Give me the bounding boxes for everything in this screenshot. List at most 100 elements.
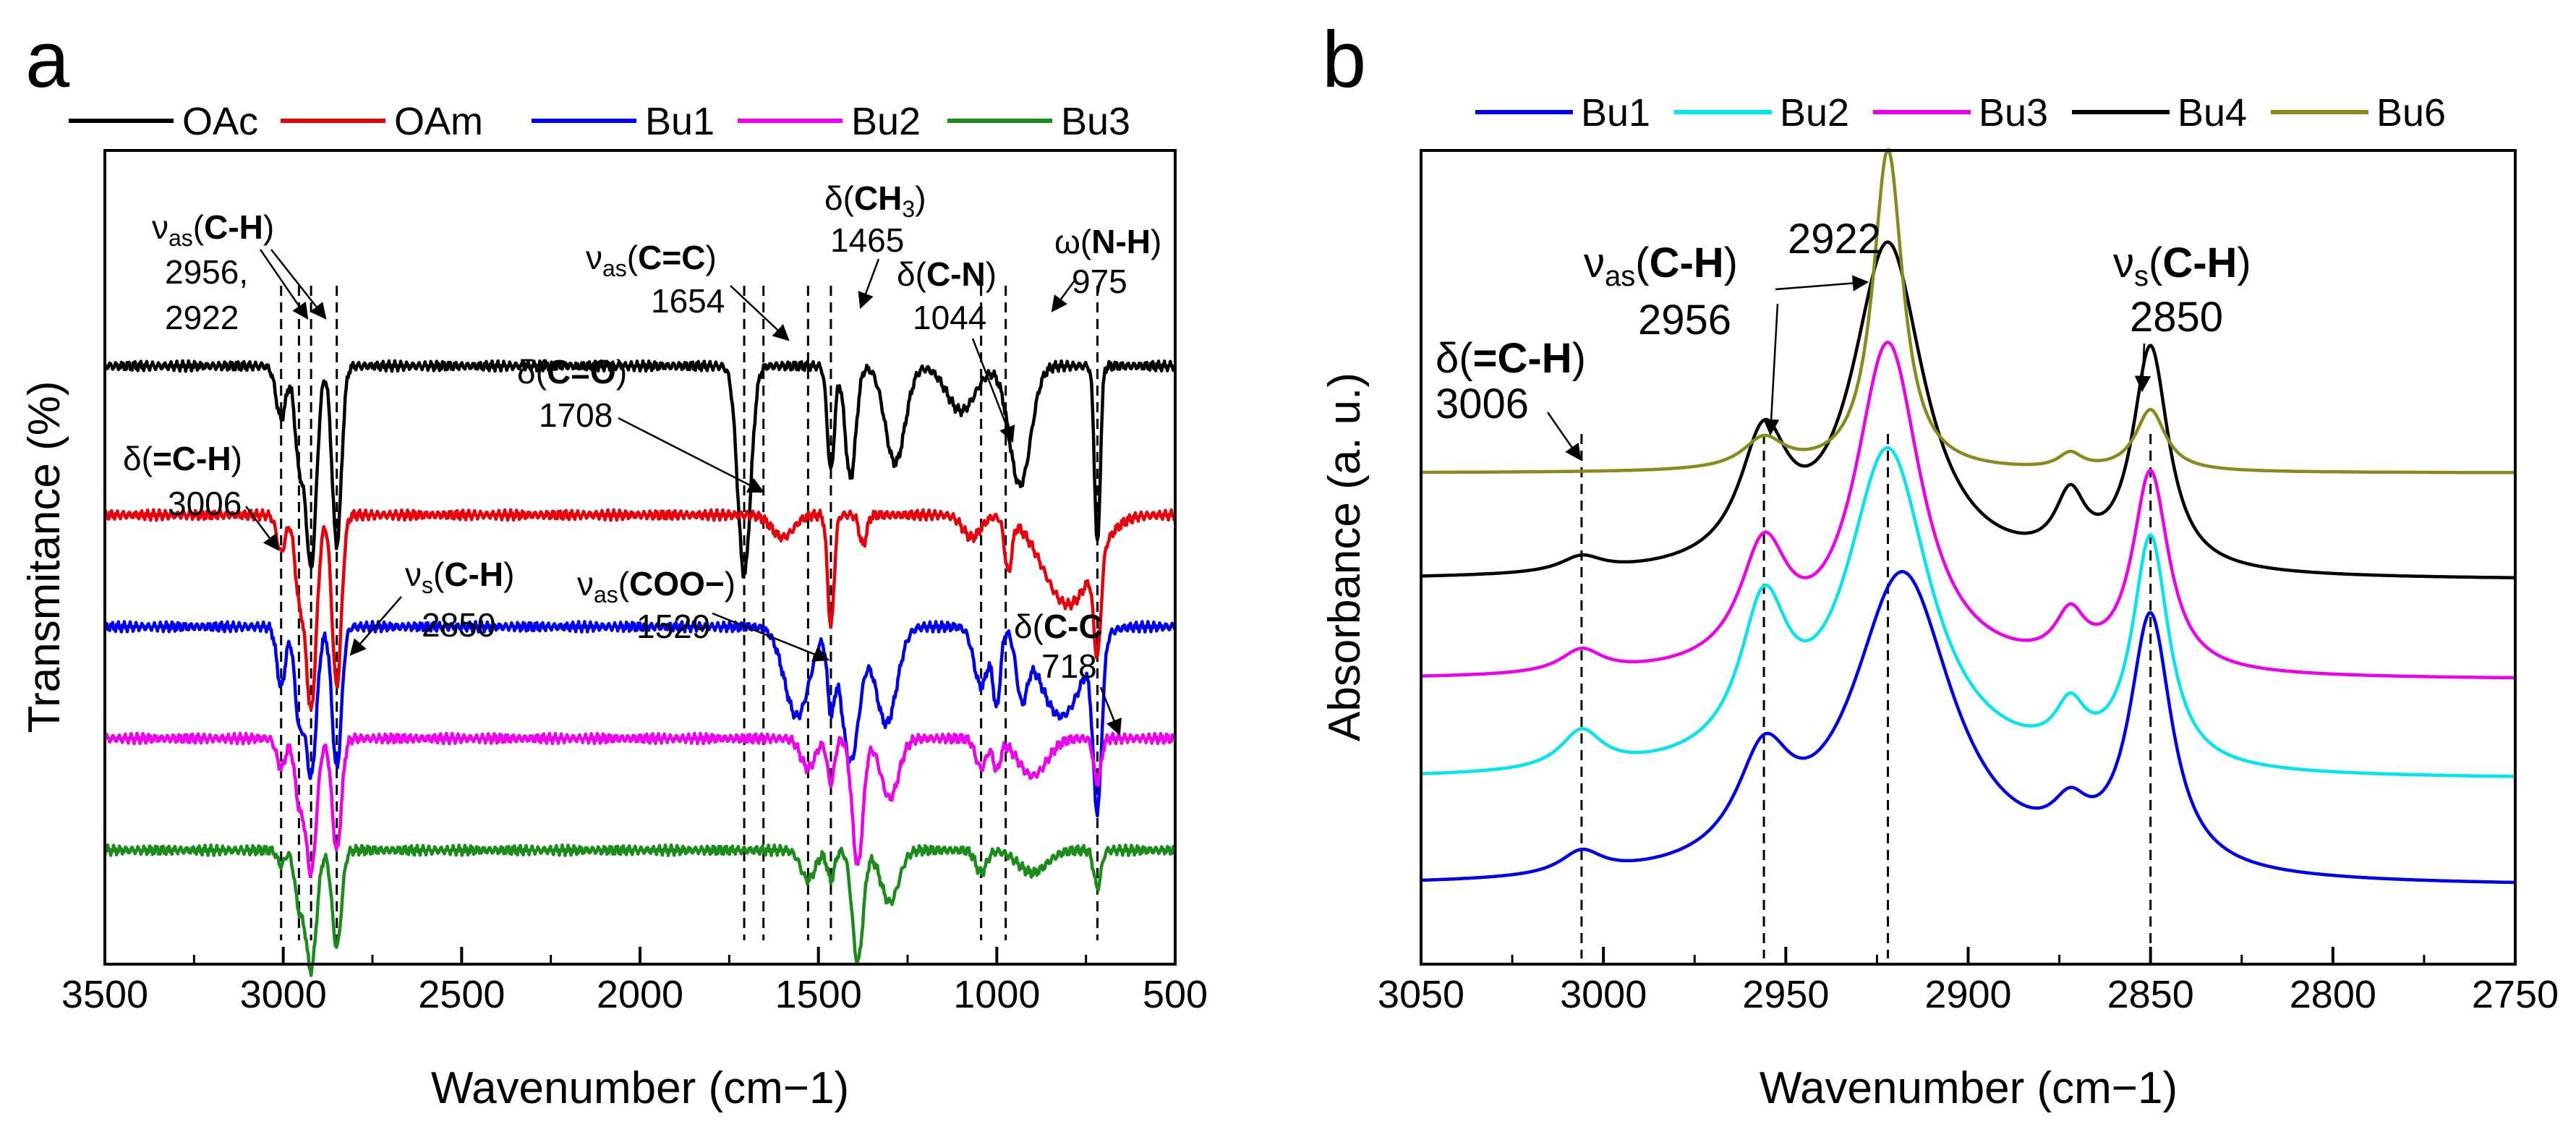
x-tick-label-b-2800: 2800 xyxy=(2290,973,2376,1016)
panel-label-a: a xyxy=(25,15,70,104)
arrow-b-d-eq-ch xyxy=(1546,412,1582,461)
annotation-b-d-eq-ch: δ(=C-H) xyxy=(1436,335,1586,382)
legend-label-oam: OAm xyxy=(394,100,483,143)
annotation-vas-cc-value: 1654 xyxy=(651,282,725,320)
legend-label-bu1-b: Bu1 xyxy=(1581,91,1650,135)
annotation-b-vs-ch-symbol: ν xyxy=(2113,239,2134,286)
annotation-b-vas-ch-sub: as xyxy=(1605,260,1635,292)
annotation-d-c-c-value: 718 xyxy=(1041,647,1097,685)
arrow-d-cn xyxy=(971,338,1015,443)
x-axis-b: 3050 3000 2950 2900 2850 2800 2750 xyxy=(1378,947,2559,1016)
annotation-b-vas-ch-close: ) xyxy=(1724,239,1738,286)
annotation-b-vs-ch-sub: s xyxy=(2134,260,2149,292)
legend-label-bu6-b: Bu6 xyxy=(2376,91,2446,135)
legend-label-bu3: Bu3 xyxy=(1061,100,1130,143)
annotation-vs-ch-bold: C-H xyxy=(444,556,503,593)
series-a xyxy=(103,359,1177,977)
arrow-w-nh xyxy=(1051,278,1078,312)
annotation-d-eq-ch-value: 3006 xyxy=(168,485,242,522)
arrow-d-co xyxy=(618,417,765,493)
ref-lines-b xyxy=(1580,434,2152,958)
x-tick-label-a-3000: 3000 xyxy=(240,973,327,1016)
legend-label-bu3-b: Bu3 xyxy=(1979,91,2048,135)
annotation-d-eq-ch-close: ) xyxy=(231,440,242,477)
annotation-vas-coo-sub: as xyxy=(594,582,618,608)
annotation-d-ch3-close: ) xyxy=(915,179,926,217)
series-line-a-oam xyxy=(103,508,1177,711)
annotations-a: νas(C-H) 2956, 2922 νas(C=C) 1654 δ(CH3)… xyxy=(123,179,1161,736)
annotation-b-vas-ch-bold: C-H xyxy=(1650,239,1724,286)
annotation-d-co-open: ( xyxy=(536,353,547,391)
annotation-d-ch3-bold: CH xyxy=(854,179,902,217)
annotation-vas-cc-sub: as xyxy=(602,255,627,281)
annotation-d-eq-ch-symbol: δ xyxy=(123,440,142,477)
annotation-d-cn-symbol: δ xyxy=(897,255,916,293)
annotation-b-d-eq-ch-close: ) xyxy=(1572,335,1586,382)
arrow-vas-ch-2 xyxy=(270,249,327,320)
annotation-b-d-eq-ch-symbol: δ xyxy=(1436,335,1459,382)
annotation-vas-ch-close: ) xyxy=(263,208,274,246)
annotation-d-c-c: δ(C-C xyxy=(1014,608,1103,645)
annotation-vas-ch-bold: C-H xyxy=(204,208,263,246)
x-axis-unit-a: (cm−1) xyxy=(709,1063,850,1113)
arrow-vas-coo xyxy=(712,612,830,662)
legend-label-bu2: Bu2 xyxy=(851,100,921,143)
legend-label-bu4-b: Bu4 xyxy=(2178,91,2247,135)
annotation-vas-coo-bold: COO− xyxy=(629,565,725,603)
annotation-vas-cc-bold: C=C xyxy=(638,239,705,276)
y-axis-label-a: Transmitance (%) xyxy=(20,381,69,733)
legend-label-bu1: Bu1 xyxy=(645,100,715,143)
arrow-vas-cc xyxy=(730,285,790,341)
series-line-a-oac xyxy=(103,359,1177,579)
annotation-b-vas-ch-value: 2956 xyxy=(1638,297,1731,344)
annotation-d-cn-close: ) xyxy=(986,255,997,293)
annotation-vs-ch-sub: s xyxy=(422,572,433,598)
series-line-a-bu1 xyxy=(103,620,1177,818)
annotation-d-cn-bold: C-N xyxy=(926,255,986,293)
annotation-vs-ch: νs(C-H) xyxy=(405,556,514,598)
legend-label-bu2-b: Bu2 xyxy=(1780,91,1849,135)
legend-a: OAc OAm Bu1 Bu2 Bu3 xyxy=(69,100,1130,143)
annotation-b-vs-ch: νs(C-H) xyxy=(2113,239,2251,292)
arrow-d-c-c xyxy=(1099,686,1122,736)
legend-b: Bu1 Bu2 Bu3 Bu4 Bu6 xyxy=(1475,91,2446,135)
annotation-vas-cc: νas(C=C) xyxy=(586,239,717,281)
annotation-vs-ch-open: ( xyxy=(433,556,445,593)
arrow-b-2850 xyxy=(2134,343,2151,393)
x-tick-label-a-2000: 2000 xyxy=(597,973,683,1016)
annotation-w-nh-bold: N-H xyxy=(1091,223,1151,260)
annotation-b-vs-ch-bold: C-H xyxy=(2162,239,2237,286)
x-tick-label-b-3050: 3050 xyxy=(1378,973,1464,1016)
annotation-d-eq-ch-open: ( xyxy=(142,440,153,477)
x-axis-unit-b: (cm−1) xyxy=(2037,1063,2178,1113)
annotation-b-d-eq-ch-open: ( xyxy=(1459,335,1472,382)
annotation-d-eq-ch: δ(=C-H) xyxy=(123,440,242,477)
annotation-b-d-eq-ch-bold: =C-H xyxy=(1473,335,1572,382)
annotation-d-co: δ(C=O) xyxy=(517,353,627,391)
annotation-vas-ch-value-2: 2922 xyxy=(165,299,239,336)
annotation-vs-ch-close: ) xyxy=(503,556,514,593)
x-tick-label-b-2750: 2750 xyxy=(2472,973,2559,1016)
annotation-b-d-eq-ch-value: 3006 xyxy=(1436,380,1529,427)
annotation-vas-coo: νas(COO−) xyxy=(577,565,735,608)
series-line-a-bu2 xyxy=(103,731,1177,879)
annotation-d-ch3-symbol: δ xyxy=(824,179,843,217)
annotation-vas-ch-symbol: ν xyxy=(152,208,169,246)
x-tick-label-b-2950: 2950 xyxy=(1742,973,1829,1016)
annotation-d-eq-ch-bold: =C-H xyxy=(153,440,231,477)
annotation-vas-cc-open: ( xyxy=(627,239,639,276)
x-axis-label-a: Wavenumber (cm−1) xyxy=(431,1063,849,1113)
annotation-d-c-c-symbol: δ xyxy=(1014,608,1033,645)
x-tick-label-b-2850: 2850 xyxy=(2107,973,2194,1016)
arrow-b-2956 xyxy=(1762,303,1780,436)
annotation-b-2922-value: 2922 xyxy=(1788,216,1881,263)
annotation-vs-ch-value: 2850 xyxy=(422,606,495,644)
annotation-b-vas-ch-open: ( xyxy=(1635,239,1649,286)
annotation-vas-cc-close: ) xyxy=(705,239,716,276)
annotation-vas-coo-close: ) xyxy=(725,565,735,603)
annotation-vas-ch: νas(C-H) xyxy=(152,208,274,251)
annotation-d-cn-open: ( xyxy=(916,255,927,293)
annotation-vas-ch-open: ( xyxy=(193,208,205,246)
x-tick-label-a-1000: 1000 xyxy=(953,973,1040,1016)
